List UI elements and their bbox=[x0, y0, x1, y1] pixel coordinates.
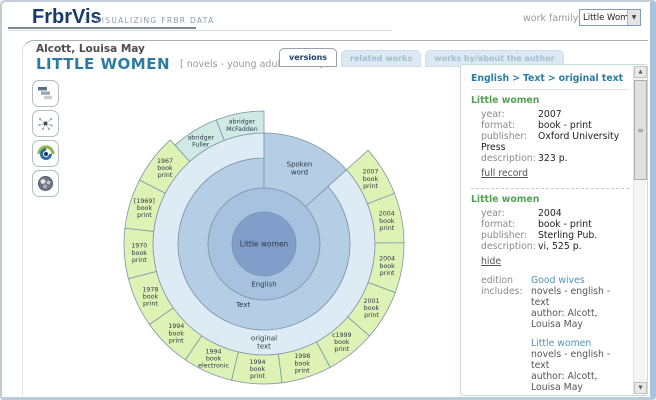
field-label: publisher: bbox=[481, 131, 528, 142]
panel-scrollbar[interactable]: ▲ ≡ ▼ bbox=[633, 66, 647, 394]
included-work-author: author: Alcott, Louisa May bbox=[531, 308, 598, 330]
hide-link[interactable]: hide bbox=[481, 256, 502, 267]
record-field: publisher: Sterling Pub. bbox=[481, 230, 629, 241]
scrollbar-thumb[interactable]: ≡ bbox=[634, 80, 647, 180]
chevron-down-icon[interactable]: ▼ bbox=[627, 10, 640, 25]
work-family-label: work family: bbox=[523, 13, 581, 24]
field-value: vi, 525 p. bbox=[538, 241, 582, 252]
field-label: publisher: bbox=[481, 230, 528, 241]
scroll-up-icon[interactable]: ▲ bbox=[634, 66, 647, 78]
field-value: 2007 bbox=[538, 109, 562, 120]
included-work-type: novels - english - text bbox=[531, 349, 611, 371]
detail-panel-content: English > Text > original text Little women y… bbox=[461, 65, 633, 395]
field-value: book - print bbox=[538, 219, 592, 230]
work-name: LITTLE WOMEN bbox=[36, 55, 170, 73]
included-work: Little women novels - english - text autho… bbox=[531, 338, 629, 393]
field-value: 323 p. bbox=[538, 153, 568, 164]
record-field: format: book - print bbox=[481, 120, 629, 131]
breadcrumb-separator: > bbox=[512, 73, 520, 84]
breadcrumb-separator: > bbox=[547, 73, 556, 84]
app-logo: FrbrVis bbox=[32, 6, 102, 28]
record-field: description: vi, 525 p. bbox=[481, 241, 629, 252]
field-label: format: bbox=[481, 120, 516, 131]
header-divider bbox=[8, 30, 392, 31]
includes-block: edition includes: Good wives novels - engli… bbox=[481, 275, 629, 395]
field-label: year: bbox=[481, 109, 505, 120]
tab-versions[interactable]: versions bbox=[279, 48, 338, 67]
circle-pack-icon bbox=[38, 176, 53, 191]
field-label: description: bbox=[481, 241, 536, 252]
field-value: Oxford University Press bbox=[481, 131, 620, 153]
sunburst-view-button[interactable] bbox=[32, 140, 59, 167]
detail-panel: English > Text > original text Little women y… bbox=[460, 64, 648, 396]
includes-items: Good wives novels - english - text author:… bbox=[531, 275, 629, 395]
included-work-type: novels - english - text bbox=[531, 286, 611, 308]
field-label: format: bbox=[481, 219, 516, 230]
node-link-graph-icon bbox=[38, 117, 53, 131]
work-family-value: Little Women bbox=[583, 12, 627, 23]
field-value: Sterling Pub. bbox=[538, 230, 598, 241]
work-subtitle: [ novels - young adult fiction ] bbox=[180, 59, 323, 70]
view-tabs: versions related works works by/about th… bbox=[279, 48, 564, 67]
page-title: LITTLE WOMEN [ novels - young adult ficti… bbox=[36, 55, 323, 73]
record-field: year: 2007 bbox=[481, 109, 629, 120]
record-title: Little women bbox=[471, 194, 540, 205]
field-label: year: bbox=[481, 208, 505, 219]
includes-label: edition includes: bbox=[481, 275, 523, 297]
tab-related-works[interactable]: related works bbox=[341, 50, 422, 67]
included-work-author: author: Alcott, Louisa May bbox=[531, 371, 598, 393]
breadcrumb-item[interactable]: original text bbox=[558, 73, 624, 84]
sunburst-center-little-women[interactable] bbox=[231, 211, 297, 277]
work-family-select[interactable]: Little Women ▼ bbox=[579, 9, 641, 26]
field-label: description: bbox=[481, 153, 536, 164]
sunburst-segment-abridger-mcfadden[interactable] bbox=[215, 110, 265, 141]
record-field: publisher: Oxford University Press bbox=[481, 131, 629, 153]
records-list: Little women year: 2007 format: book - print… bbox=[471, 95, 629, 395]
work-title-block: Alcott, Louisa May LITTLE WOMEN [ novels … bbox=[36, 43, 323, 73]
icicle-partition-icon bbox=[38, 87, 52, 100]
included-work-link[interactable]: Good wives bbox=[531, 275, 585, 286]
field-value: book - print bbox=[538, 120, 592, 131]
circle-pack-view-button[interactable] bbox=[32, 170, 59, 197]
field-value: 2004 bbox=[538, 208, 562, 219]
network-view-button[interactable] bbox=[32, 110, 59, 137]
included-work: Good wives novels - english - text author:… bbox=[531, 275, 629, 330]
partition-view-button[interactable] bbox=[32, 80, 59, 107]
record-field: year: 2004 bbox=[481, 208, 629, 219]
sunburst-segment-1970-book-print[interactable] bbox=[123, 227, 157, 280]
work-author: Alcott, Louisa May bbox=[36, 43, 145, 55]
breadcrumb: English > Text > original text bbox=[471, 73, 629, 90]
record-field: description: 323 p. bbox=[481, 153, 629, 164]
full-record-link[interactable]: full record bbox=[481, 168, 528, 179]
record-title: Little women bbox=[471, 95, 540, 106]
breadcrumb-item[interactable]: Text bbox=[522, 73, 545, 84]
included-work-link[interactable]: Little women bbox=[531, 338, 592, 349]
record-field: format: book - print bbox=[481, 219, 629, 230]
logo-underline bbox=[8, 27, 196, 29]
record-divider bbox=[471, 188, 629, 189]
sunburst-icon bbox=[36, 144, 55, 160]
app-tagline: :: VISUALIZING FRBR DATA bbox=[84, 16, 215, 25]
sunburst-segment-1994-book-print-a[interactable] bbox=[231, 351, 283, 385]
breadcrumb-item[interactable]: English bbox=[471, 73, 510, 84]
scroll-down-icon[interactable]: ▼ bbox=[634, 382, 647, 394]
